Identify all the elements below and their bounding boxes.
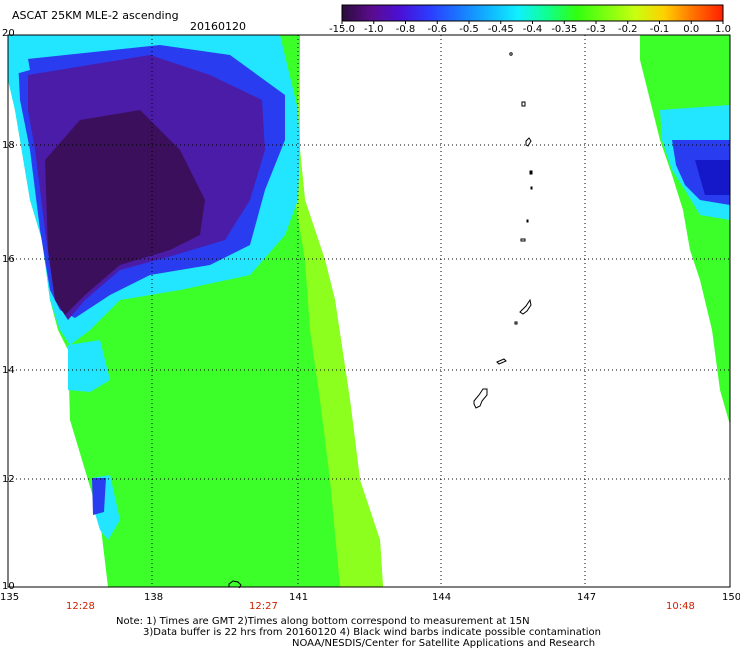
colorbar-label: -0.5 xyxy=(459,24,479,35)
left-swath xyxy=(8,35,383,587)
colorbar-label: 0.0 xyxy=(683,24,700,35)
lat-label-14: 14 xyxy=(2,365,15,376)
lat-label-16: 16 xyxy=(2,254,15,265)
colorbar-label: -0.2 xyxy=(617,24,638,35)
colorbar-label: -15.0 xyxy=(329,24,355,35)
product-title: ASCAT 25KM MLE-2 ascending xyxy=(12,9,179,22)
graticule xyxy=(8,35,730,587)
time-label-right: 10:48 xyxy=(666,601,695,612)
lat-label-20: 20 xyxy=(2,28,15,39)
colorbar-gradient xyxy=(341,4,724,24)
wind-map xyxy=(7,34,731,589)
right-swath xyxy=(640,35,730,425)
lat-label-10: 10 xyxy=(2,581,15,592)
colorbar-label: -0.3 xyxy=(586,24,606,35)
colorbar-label: -0.4 xyxy=(522,24,543,35)
lon-label-147: 147 xyxy=(577,592,597,603)
lon-label-141: 141 xyxy=(289,592,309,603)
plot-frame xyxy=(7,34,731,588)
lon-label-135: 135 xyxy=(0,592,20,603)
note-line-1: Note: 1) Times are GMT 2)Times along bot… xyxy=(116,616,530,627)
lon-label-138: 138 xyxy=(144,592,164,603)
lon-label-150: 150 xyxy=(722,592,740,603)
note-line-3: NOAA/NESDIS/Center for Satellite Applica… xyxy=(292,638,596,649)
time-label-middle: 12:27 xyxy=(249,601,278,612)
colorbar-label: 1.0 xyxy=(715,24,731,35)
colorbar-label: -0.45 xyxy=(487,24,514,35)
time-label-left: 12:28 xyxy=(66,601,95,612)
lat-label-12: 12 xyxy=(2,474,15,485)
island-outlines xyxy=(228,52,533,589)
colorbar-label: -0.1 xyxy=(649,24,670,35)
lon-label-144: 144 xyxy=(432,592,452,603)
colorbar-label: -0.35 xyxy=(551,24,578,35)
product-date: 20160120 xyxy=(190,20,246,33)
note-line-2: 3)Data buffer is 22 hrs from 20160120 4)… xyxy=(143,627,601,638)
colorbar-label: -1.0 xyxy=(363,24,384,35)
lat-label-18: 18 xyxy=(2,140,15,151)
colorbar-label: -0.8 xyxy=(395,24,416,35)
colorbar-label: -0.6 xyxy=(427,24,447,35)
